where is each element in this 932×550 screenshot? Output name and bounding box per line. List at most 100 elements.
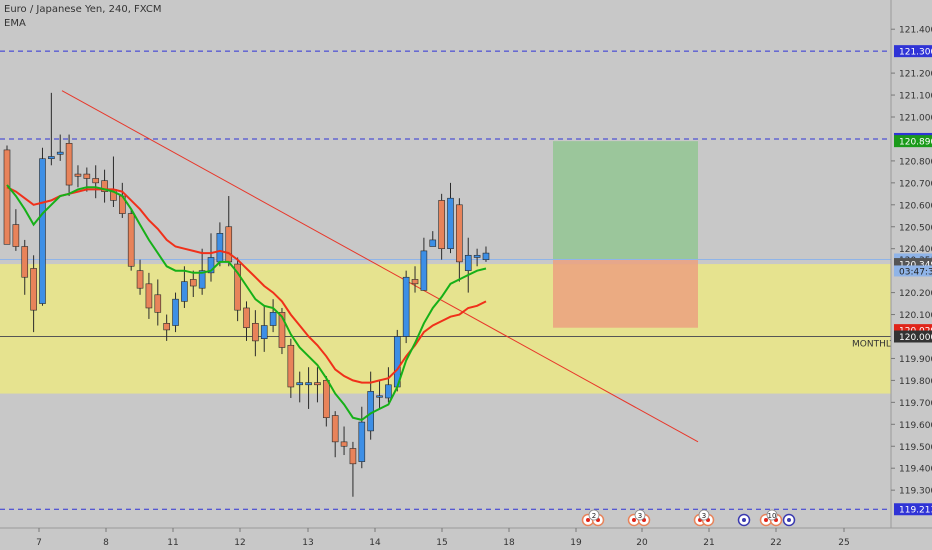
candle[interactable]	[420, 237, 428, 291]
x-tick-label: 25	[838, 538, 849, 548]
candle[interactable]	[447, 182, 454, 254]
candle[interactable]	[48, 92, 55, 166]
y-tick-label: 119.700	[899, 399, 932, 409]
y-tick-label: 121.200	[899, 70, 932, 80]
candle-body	[225, 226, 233, 263]
candle[interactable]	[56, 134, 64, 161]
y-tick-label: 120.100	[899, 311, 932, 321]
candle[interactable]	[234, 257, 241, 322]
candle-body	[216, 233, 224, 263]
y-tick-label: 120.400	[899, 245, 932, 255]
candle[interactable]	[154, 279, 162, 326]
candle[interactable]	[172, 292, 179, 333]
candle[interactable]	[39, 147, 46, 306]
candle[interactable]	[296, 371, 304, 403]
candle-body	[207, 257, 215, 274]
event-icon-dot	[787, 518, 791, 522]
candle-body	[420, 250, 428, 291]
price-label-121-300-bg	[894, 45, 932, 58]
candle[interactable]	[243, 301, 250, 341]
candle[interactable]	[305, 367, 312, 409]
candle[interactable]	[349, 441, 357, 497]
candle[interactable]	[92, 165, 99, 199]
candle[interactable]	[438, 193, 445, 260]
candle[interactable]	[3, 145, 11, 245]
candle-body	[269, 312, 277, 326]
candle[interactable]	[252, 310, 259, 357]
candle[interactable]	[323, 376, 330, 427]
candle[interactable]	[340, 426, 348, 456]
candle[interactable]	[145, 272, 153, 319]
candle[interactable]	[181, 266, 188, 308]
candle[interactable]	[482, 246, 490, 262]
event-icon[interactable]	[737, 513, 751, 527]
candle[interactable]	[358, 406, 366, 469]
y-tick-label: 121.400	[899, 26, 932, 36]
candle-body	[411, 279, 419, 285]
y-tick-label: 120.500	[899, 223, 932, 233]
candle-body	[83, 173, 91, 179]
candle-body	[429, 239, 437, 247]
candle-body	[349, 448, 357, 465]
candle[interactable]	[189, 270, 197, 297]
candle-body	[3, 149, 11, 245]
candle[interactable]	[127, 209, 135, 271]
candle[interactable]	[30, 255, 37, 333]
candle[interactable]	[456, 198, 463, 282]
x-tick-label: 15	[436, 538, 447, 548]
candle[interactable]	[402, 270, 410, 344]
candle[interactable]	[74, 165, 82, 188]
event-count-badge	[698, 509, 710, 521]
candle-body	[260, 325, 268, 339]
candle-body	[358, 421, 366, 462]
candle[interactable]	[269, 299, 277, 333]
price-label-monthly: 120.000	[899, 333, 932, 343]
x-tick-label: 8	[103, 538, 109, 548]
y-tick-label: 119.900	[899, 355, 932, 365]
candle[interactable]	[464, 237, 472, 293]
candle[interactable]	[65, 134, 73, 197]
x-tick-label: 21	[703, 538, 714, 548]
event-icon-dot	[764, 518, 768, 522]
candle[interactable]	[101, 169, 108, 203]
candle[interactable]	[12, 209, 20, 251]
x-tick-label: 14	[369, 538, 381, 548]
candle[interactable]	[314, 367, 321, 403]
price-label-121-300: 121.300	[899, 48, 932, 58]
ema-fast-line[interactable]	[6, 184, 487, 421]
candle[interactable]	[207, 233, 215, 282]
price-label-monthly-bg	[894, 330, 932, 343]
price-label-target: 120.890	[899, 138, 932, 148]
y-tick-label: 121.100	[899, 92, 932, 102]
candle-body	[12, 224, 20, 247]
candle[interactable]	[287, 338, 295, 398]
indicator-label[interactable]: EMA	[4, 18, 26, 29]
candle[interactable]	[331, 411, 339, 458]
candle[interactable]	[411, 266, 419, 293]
countdown-bg	[894, 265, 932, 277]
price-label-119-213: 119.213	[899, 506, 932, 516]
trendline[interactable]	[61, 90, 699, 443]
price-label-target-bg	[894, 135, 932, 148]
position-target-area[interactable]	[553, 141, 698, 260]
support-zone	[0, 264, 891, 394]
candle[interactable]	[385, 367, 392, 403]
candle-body	[367, 391, 374, 432]
candle[interactable]	[21, 239, 29, 295]
candle[interactable]	[136, 259, 144, 295]
candle[interactable]	[429, 231, 437, 247]
candle-body	[331, 415, 339, 443]
candle-body	[482, 252, 490, 260]
candle[interactable]	[376, 380, 383, 409]
candle[interactable]	[163, 314, 170, 341]
ema-slow-line[interactable]	[6, 186, 487, 384]
candle[interactable]	[473, 248, 481, 267]
candle-body	[473, 254, 481, 258]
candle[interactable]	[260, 305, 268, 352]
position-stop-area[interactable]	[553, 259, 698, 328]
event-icon[interactable]	[782, 513, 796, 527]
candle-body	[65, 143, 73, 186]
candle[interactable]	[198, 248, 206, 295]
